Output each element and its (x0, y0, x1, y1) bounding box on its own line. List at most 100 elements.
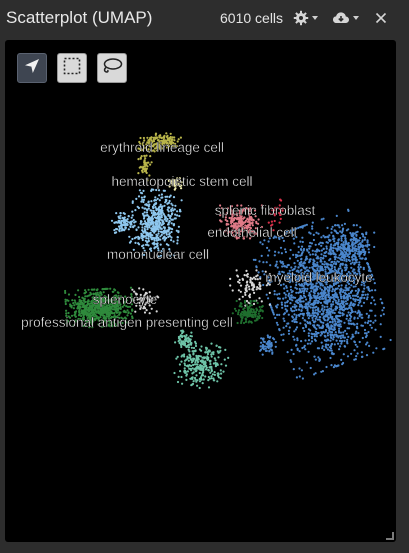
cell-point (288, 272, 291, 275)
cell-point (295, 275, 298, 278)
cell-point (243, 216, 246, 219)
cell-point (301, 287, 304, 290)
rectangle-select-tool-button[interactable] (57, 53, 87, 83)
cell-point (232, 213, 236, 216)
cell-point (174, 179, 177, 183)
cell-point (123, 212, 126, 215)
pointer-tool-button[interactable] (17, 53, 47, 83)
cell-point (329, 247, 332, 250)
cell-point (284, 293, 287, 296)
cell-point (142, 198, 145, 201)
cell-point (96, 307, 99, 310)
cell-point (320, 218, 323, 221)
cell-point (297, 279, 300, 282)
cell-point (228, 230, 231, 233)
cell-point (64, 291, 67, 294)
cell-point (289, 302, 292, 305)
settings-menu-button[interactable] (293, 9, 318, 27)
cluster-2-points[interactable] (267, 198, 284, 232)
cell-point (332, 262, 335, 265)
cell-point (324, 296, 327, 299)
cell-point (153, 147, 157, 150)
cell-point (331, 315, 334, 319)
cluster-8-points[interactable] (173, 329, 230, 390)
cell-point (244, 209, 247, 212)
cell-point (147, 207, 150, 210)
cell-point (248, 237, 252, 240)
cell-point (341, 253, 344, 256)
cell-point (114, 289, 117, 292)
umap-plot-area[interactable]: erythroid lineage cell hematopoietic stem… (5, 40, 396, 542)
cell-point (341, 303, 345, 306)
cell-point (290, 296, 294, 299)
cell-point (246, 310, 249, 313)
cell-point (330, 342, 334, 346)
close-button[interactable] (375, 9, 387, 27)
cell-point (145, 211, 149, 214)
cell-point (343, 297, 346, 300)
cell-point (347, 278, 350, 281)
cell-point (155, 188, 158, 192)
cell-point (170, 230, 173, 234)
cell-point (259, 276, 262, 279)
cell-point (329, 330, 332, 333)
cluster-5-points[interactable] (252, 208, 392, 380)
cell-point (274, 250, 277, 253)
cell-point (336, 324, 339, 327)
cell-point (313, 373, 316, 376)
cell-point (145, 143, 148, 146)
cell-point (174, 187, 177, 190)
cell-point (159, 243, 162, 246)
cell-point (330, 364, 333, 367)
cell-point (325, 283, 328, 286)
cell-point (326, 332, 329, 335)
cell-point (320, 341, 323, 344)
cell-point (319, 265, 322, 268)
cell-point (259, 348, 263, 351)
cell-point (356, 317, 359, 320)
cluster-3-points[interactable] (219, 204, 263, 240)
cluster-4-points[interactable] (110, 188, 183, 258)
cell-point (188, 356, 191, 359)
cell-point (184, 364, 187, 367)
cell-point (291, 299, 294, 302)
cell-point (118, 311, 121, 314)
cell-point (300, 309, 303, 312)
cell-point (284, 301, 287, 304)
resize-handle[interactable] (386, 532, 394, 540)
cluster-1-points[interactable] (167, 177, 183, 191)
cell-point (87, 306, 90, 309)
cell-point (313, 326, 317, 329)
cell-point (152, 207, 155, 210)
cell-point (361, 232, 364, 235)
cell-point (226, 220, 229, 223)
cell-point (319, 258, 322, 262)
cell-point (348, 249, 351, 252)
cell-point (361, 280, 364, 283)
cell-point (137, 158, 140, 161)
cluster-9-points[interactable] (231, 299, 264, 325)
cluster-6-points[interactable] (130, 269, 271, 315)
cell-point (341, 279, 344, 282)
cluster-0-points[interactable] (137, 132, 182, 182)
cell-point (187, 348, 190, 351)
cell-point (338, 325, 341, 328)
cell-point (160, 193, 163, 196)
cell-point (295, 227, 298, 230)
download-menu-button[interactable] (332, 9, 359, 27)
cell-point (346, 327, 349, 330)
lasso-select-tool-button[interactable] (97, 53, 127, 83)
cell-point (369, 320, 372, 323)
cell-point (344, 237, 347, 240)
cell-point (185, 378, 188, 381)
cell-point (282, 317, 285, 320)
cell-point (355, 294, 358, 297)
cell-point (323, 260, 326, 263)
cell-point (163, 231, 166, 234)
cell-point (242, 312, 245, 315)
cell-point (295, 236, 298, 239)
cell-point (138, 189, 141, 192)
cell-point (250, 235, 253, 238)
cell-point (336, 364, 339, 367)
